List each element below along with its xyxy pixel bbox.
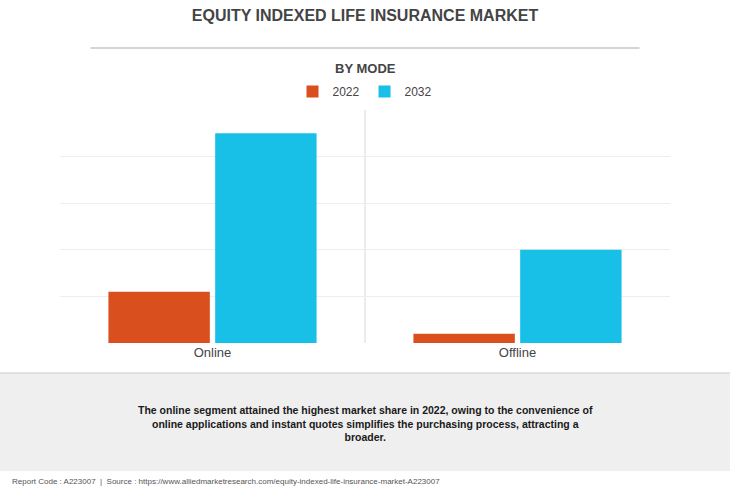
svg-text:The online segment attained th: The online segment attained the highest … <box>138 404 593 443</box>
svg-text:BY MODE: BY MODE <box>335 61 396 76</box>
svg-text:2032: 2032 <box>405 85 432 99</box>
svg-text:Report Code : A223007 | Sour: Report Code : A223007 | Source : https:/… <box>12 477 440 486</box>
svg-text:Offline: Offline <box>499 345 536 360</box>
svg-text:Online: Online <box>194 345 232 360</box>
svg-text:EQUITY INDEXED LIFE INSURANCE: EQUITY INDEXED LIFE INSURANCE MARKET <box>192 7 539 24</box>
svg-text:2022: 2022 <box>333 85 360 99</box>
